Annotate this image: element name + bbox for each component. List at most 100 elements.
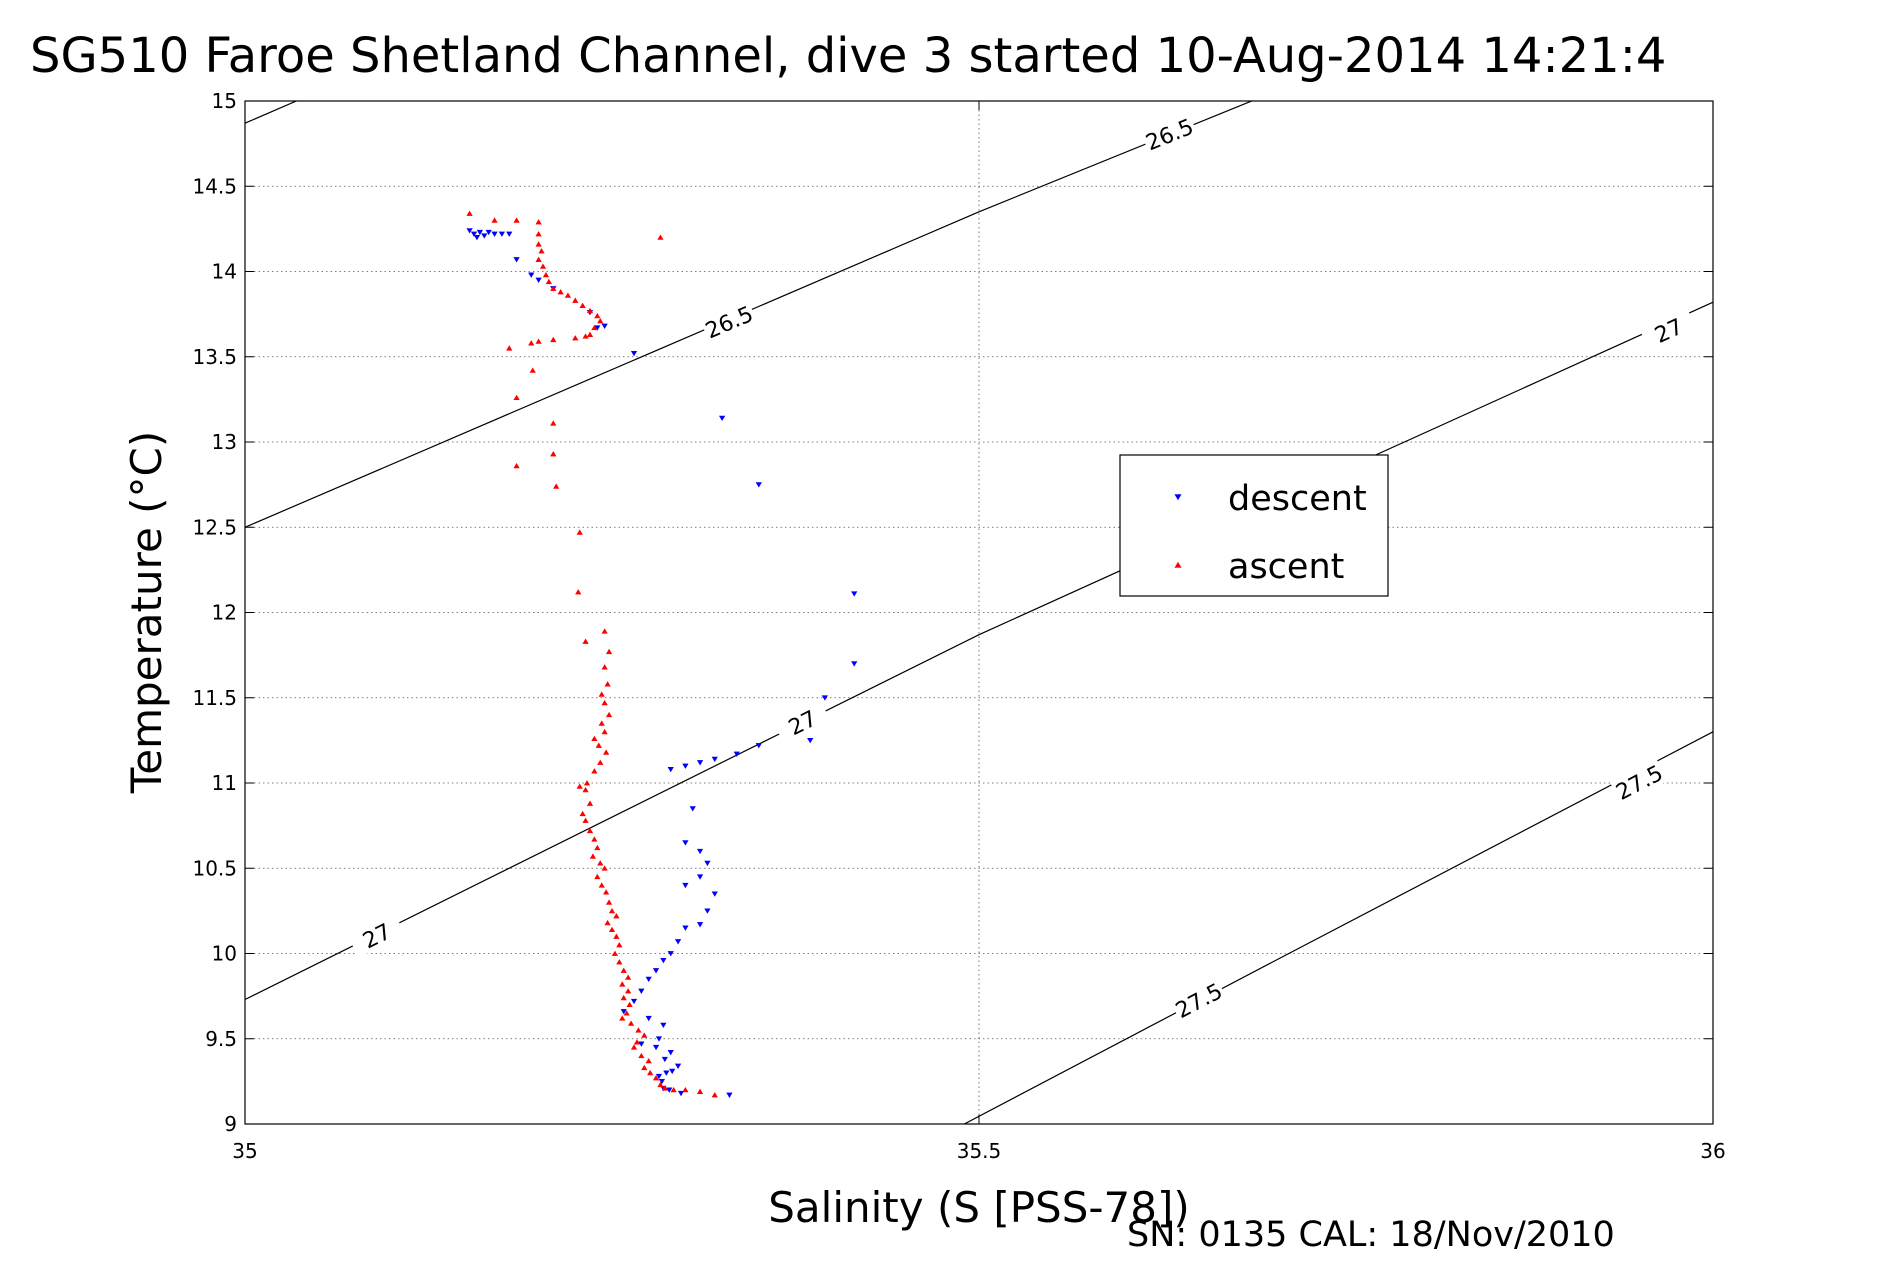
- ascent-point: [535, 338, 542, 344]
- ascent-point: [670, 1086, 677, 1093]
- ascent-point: [528, 340, 535, 346]
- y-tick-label: 13.5: [192, 345, 237, 369]
- descent-point: [674, 939, 682, 945]
- descent-point: [663, 1070, 670, 1076]
- contour-label-bg: [1140, 113, 1199, 156]
- ascent-point: [586, 827, 594, 834]
- contour-label-bg: [700, 300, 758, 344]
- descent-point: [711, 891, 718, 897]
- descent-point: [491, 231, 498, 237]
- y-axis-label: Temperature (°C): [122, 431, 171, 795]
- ascent-point: [657, 234, 664, 240]
- ascent-point: [619, 981, 626, 987]
- grid-lines: [245, 101, 1713, 1124]
- ascent-point: [582, 333, 589, 339]
- ascent-point: [535, 219, 542, 225]
- ascent-point: [682, 1086, 689, 1093]
- ascent-point: [635, 1027, 642, 1033]
- descent-point: [667, 766, 674, 773]
- descent-point: [630, 998, 638, 1005]
- ascent-point: [598, 720, 605, 726]
- descent-point: [660, 957, 667, 964]
- ascent-point: [633, 1039, 641, 1045]
- ascent-point: [586, 331, 594, 337]
- y-tick-label: 11.5: [192, 686, 237, 710]
- ascent-point: [605, 648, 613, 655]
- serial-calibration-footer: SN: 0135 CAL: 18/Nov/2010: [1127, 1215, 1615, 1255]
- y-tick-label: 12: [212, 601, 237, 625]
- descent-point: [682, 925, 689, 931]
- ascent-point: [611, 950, 619, 956]
- ascent-point: [586, 800, 594, 806]
- ascent-point: [579, 810, 586, 817]
- ascent-point: [601, 664, 608, 670]
- ascent-point: [652, 1075, 660, 1081]
- ascent-point: [582, 817, 589, 823]
- descent-point: [851, 591, 858, 597]
- ascent-point: [630, 1044, 638, 1050]
- ascent-point: [604, 681, 611, 687]
- legend-marker-ascent: [1174, 561, 1182, 568]
- descent-point: [704, 908, 711, 914]
- ascent-point: [603, 889, 610, 895]
- descent-point: [506, 231, 513, 237]
- descent-point: [682, 840, 689, 846]
- descent-point: [711, 756, 718, 763]
- contour-label-bg: [1170, 977, 1228, 1024]
- ascent-point: [542, 271, 550, 278]
- descent-point: [755, 743, 762, 749]
- descent-point: [652, 968, 660, 974]
- ascent-point: [625, 974, 632, 980]
- descent-point: [601, 323, 608, 329]
- ascent-point: [506, 345, 513, 351]
- x-axis-label: Salinity (S [PSS-78]): [768, 1183, 1190, 1232]
- legend-label-ascent: ascent: [1228, 547, 1344, 587]
- ascent-point: [576, 783, 583, 789]
- axis-ticks: 9 9.5 10 10.5 11 11.5 12 12.5 13 13.5 14 14.5 15 35 35…: [192, 89, 1725, 1163]
- descent-point: [696, 760, 704, 766]
- ascent-point: [539, 263, 547, 269]
- ascent-point: [626, 1001, 633, 1008]
- y-tick-label: 11: [212, 771, 237, 795]
- ascent-point: [696, 1088, 704, 1094]
- legend-label-descent: descent: [1228, 479, 1367, 519]
- x-tick-label: 35: [232, 1139, 257, 1163]
- ascent-point: [583, 780, 591, 786]
- descent-point: [660, 1022, 667, 1029]
- ascent-point: [625, 988, 632, 994]
- ascent-point: [572, 335, 579, 341]
- ascent-point: [608, 926, 616, 933]
- ascent-point: [616, 942, 623, 948]
- ascent-point: [553, 483, 560, 489]
- y-tick-label: 15: [212, 89, 237, 113]
- ascent-point: [529, 367, 536, 373]
- descent-point: [528, 272, 535, 278]
- ascent-point: [589, 853, 597, 859]
- ascent-point: [576, 529, 583, 535]
- ascent-point: [575, 589, 582, 595]
- ascent-point: [591, 836, 598, 842]
- y-tick-label: 9: [224, 1112, 237, 1136]
- ascent-point: [595, 742, 602, 748]
- descent-point: [638, 988, 645, 994]
- descent-point: [476, 229, 484, 236]
- ascent-point: [598, 691, 605, 697]
- ascent-point: [613, 913, 620, 919]
- ascent-point: [627, 1020, 635, 1026]
- ascent-point: [645, 1057, 652, 1064]
- ascent-point: [619, 1015, 626, 1021]
- descent-point: [655, 1073, 663, 1080]
- ascent-point: [513, 462, 520, 469]
- descent-point: [535, 277, 542, 283]
- ascent-point: [647, 1069, 654, 1076]
- y-tick-label: 13: [212, 430, 237, 454]
- descent-point: [473, 235, 481, 241]
- descent-point: [755, 482, 762, 488]
- ascent-point: [605, 899, 613, 905]
- descent-point: [669, 1068, 676, 1075]
- ascent-point: [601, 699, 608, 706]
- ascent-point: [594, 873, 601, 880]
- ascent-point: [594, 312, 601, 319]
- descent-point: [498, 231, 506, 237]
